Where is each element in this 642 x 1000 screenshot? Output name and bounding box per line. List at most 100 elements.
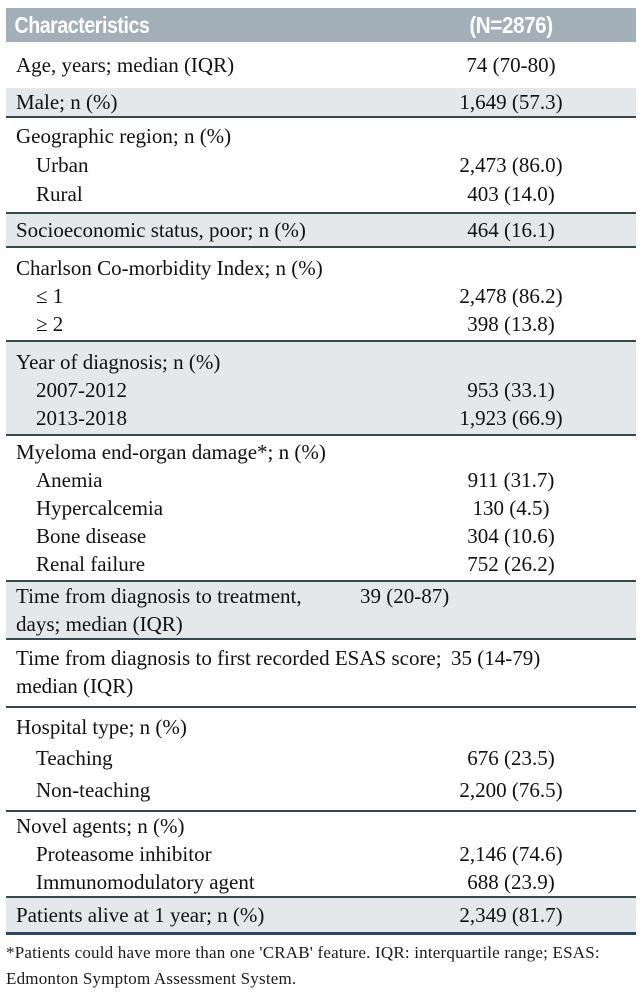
row-label: Bone disease bbox=[36, 524, 147, 548]
section-novel-agents: Novel agents; n (%) Proteasome inhibitor… bbox=[6, 812, 636, 896]
row-value: 304 (10.6) bbox=[467, 524, 555, 548]
row-value bbox=[386, 348, 636, 376]
section-divider bbox=[6, 246, 636, 248]
row-year-2013-2018: 2013-2018 1,923 (66.9) bbox=[6, 404, 636, 432]
row-label: Male; n (%) bbox=[16, 90, 118, 114]
characteristics-table: Characteristics (N=2876) Age, years; med… bbox=[6, 8, 636, 935]
row-label: Rural bbox=[36, 182, 83, 206]
row-label: Hospital type; n (%) bbox=[16, 715, 187, 739]
row-value: 35 (14-79) bbox=[451, 646, 541, 670]
section-myeloma-end-organ-damage: Myeloma end-organ damage*; n (%) Anemia … bbox=[6, 436, 636, 580]
row-value: 1,923 (66.9) bbox=[459, 406, 563, 430]
table-bottom-rule bbox=[6, 932, 636, 935]
section-divider bbox=[6, 810, 636, 812]
row-hospital-header: Hospital type; n (%) bbox=[6, 712, 636, 742]
row-label: Year of diagnosis; n (%) bbox=[16, 350, 221, 374]
row-label: Anemia bbox=[36, 468, 103, 492]
row-socioeconomic-status: Socioeconomic status, poor; n (%) 464 (1… bbox=[6, 214, 636, 246]
table-header-row: Characteristics (N=2876) bbox=[6, 8, 636, 42]
section-divider bbox=[6, 340, 636, 342]
row-value: 2,200 (76.5) bbox=[459, 778, 563, 802]
section-hospital-type: Hospital type; n (%) Teaching 676 (23.5)… bbox=[6, 708, 636, 810]
row-value: 1,649 (57.3) bbox=[459, 90, 563, 114]
row-label: Novel agents; n (%) bbox=[16, 814, 185, 838]
row-label: Proteasome inhibitor bbox=[36, 842, 212, 866]
row-charlson-ge2: ≥ 2 398 (13.8) bbox=[6, 310, 636, 338]
row-year-header: Year of diagnosis; n (%) bbox=[6, 348, 636, 376]
row-renal-failure: Renal failure 752 (26.2) bbox=[6, 550, 636, 578]
row-patients-alive-1-year: Patients alive at 1 year; n (%) 2,349 (8… bbox=[6, 898, 636, 932]
header-characteristics-label: Characteristics bbox=[14, 11, 150, 38]
row-novel-header: Novel agents; n (%) bbox=[6, 812, 636, 840]
row-teaching: Teaching 676 (23.5) bbox=[6, 742, 636, 774]
row-charlson-header: Charlson Co-morbidity Index; n (%) bbox=[6, 254, 636, 282]
row-rural: Rural 403 (14.0) bbox=[6, 180, 636, 209]
row-label: Charlson Co-morbidity Index; n (%) bbox=[16, 256, 323, 280]
row-label: Immunomodulatory agent bbox=[36, 870, 255, 894]
row-value: 752 (26.2) bbox=[467, 552, 555, 576]
row-label: Teaching bbox=[36, 746, 113, 770]
row-value: 2,473 (86.0) bbox=[459, 153, 563, 177]
row-label: Non-teaching bbox=[36, 778, 151, 802]
row-value bbox=[386, 438, 636, 466]
row-value: 398 (13.8) bbox=[467, 312, 555, 336]
row-label: Time from diagnosis to first recorded ES… bbox=[16, 646, 442, 698]
table-footnote: *Patients could have more than one 'CRAB… bbox=[6, 943, 600, 988]
row-value bbox=[386, 254, 636, 282]
row-label: Urban bbox=[36, 153, 89, 177]
row-hypercalcemia: Hypercalcemia 130 (4.5) bbox=[6, 494, 636, 522]
row-anemia: Anemia 911 (31.7) bbox=[6, 466, 636, 494]
row-bone-disease: Bone disease 304 (10.6) bbox=[6, 522, 636, 550]
section-divider bbox=[6, 706, 636, 708]
section-year-of-diagnosis: Year of diagnosis; n (%) 2007-2012 953 (… bbox=[6, 342, 636, 434]
row-value: 39 (20-87) bbox=[360, 584, 450, 608]
row-label: Hypercalcemia bbox=[36, 496, 164, 520]
section-divider bbox=[6, 116, 636, 118]
row-crab-header: Myeloma end-organ damage*; n (%) bbox=[6, 438, 636, 466]
row-time-to-first-esas: Time from diagnosis to first recorded ES… bbox=[6, 640, 636, 706]
row-charlson-le1: ≤ 1 2,478 (86.2) bbox=[6, 282, 636, 310]
row-label: ≤ 1 bbox=[36, 284, 64, 308]
section-geographic-region: Geographic region; n (%) Urban 2,473 (86… bbox=[6, 118, 636, 212]
row-immunomodulatory-agent: Immunomodulatory agent 688 (23.9) bbox=[6, 868, 636, 896]
row-value: 74 (70-80) bbox=[466, 53, 556, 77]
row-urban: Urban 2,473 (86.0) bbox=[6, 151, 636, 180]
row-label: Geographic region; n (%) bbox=[16, 124, 232, 148]
row-proteasome-inhibitor: Proteasome inhibitor 2,146 (74.6) bbox=[6, 840, 636, 868]
row-label: 2007-2012 bbox=[36, 378, 127, 402]
row-label: Time from diagnosis to treatment, days; … bbox=[16, 584, 302, 636]
row-value: 2,478 (86.2) bbox=[459, 284, 563, 308]
section-divider bbox=[6, 434, 636, 436]
row-value bbox=[386, 812, 636, 840]
section-divider bbox=[6, 638, 636, 640]
row-label: Renal failure bbox=[36, 552, 146, 576]
section-divider bbox=[6, 580, 636, 582]
row-label: ≥ 2 bbox=[36, 312, 64, 336]
section-charlson-index: Charlson Co-morbidity Index; n (%) ≤ 1 2… bbox=[6, 248, 636, 340]
section-divider bbox=[6, 896, 636, 898]
section-divider bbox=[6, 212, 636, 214]
row-label: Age, years; median (IQR) bbox=[16, 53, 235, 77]
row-geo-header: Geographic region; n (%) bbox=[6, 121, 636, 151]
row-value bbox=[386, 712, 636, 742]
header-n-label: (N=2876) bbox=[469, 11, 553, 38]
row-value: 2,349 (81.7) bbox=[459, 903, 563, 927]
row-male: Male; n (%) 1,649 (57.3) bbox=[6, 88, 636, 116]
row-label: Patients alive at 1 year; n (%) bbox=[16, 903, 265, 927]
row-value: 464 (16.1) bbox=[467, 218, 555, 242]
row-value: 953 (33.1) bbox=[467, 378, 555, 402]
row-value: 2,146 (74.6) bbox=[459, 842, 563, 866]
row-value: 911 (31.7) bbox=[467, 468, 555, 492]
row-value: 688 (23.9) bbox=[467, 870, 555, 894]
row-age: Age, years; median (IQR) 74 (70-80) bbox=[6, 42, 636, 88]
row-time-to-treatment: Time from diagnosis to treatment, days; … bbox=[6, 582, 636, 638]
row-non-teaching: Non-teaching 2,200 (76.5) bbox=[6, 774, 636, 806]
row-label: 2013-2018 bbox=[36, 406, 127, 430]
row-value: 676 (23.5) bbox=[467, 746, 555, 770]
row-year-2007-2012: 2007-2012 953 (33.1) bbox=[6, 376, 636, 404]
row-value: 130 (4.5) bbox=[472, 496, 550, 520]
row-label: Socioeconomic status, poor; n (%) bbox=[16, 218, 306, 242]
row-value bbox=[386, 121, 636, 151]
row-value: 403 (14.0) bbox=[467, 182, 555, 206]
row-label: Myeloma end-organ damage*; n (%) bbox=[16, 440, 326, 464]
